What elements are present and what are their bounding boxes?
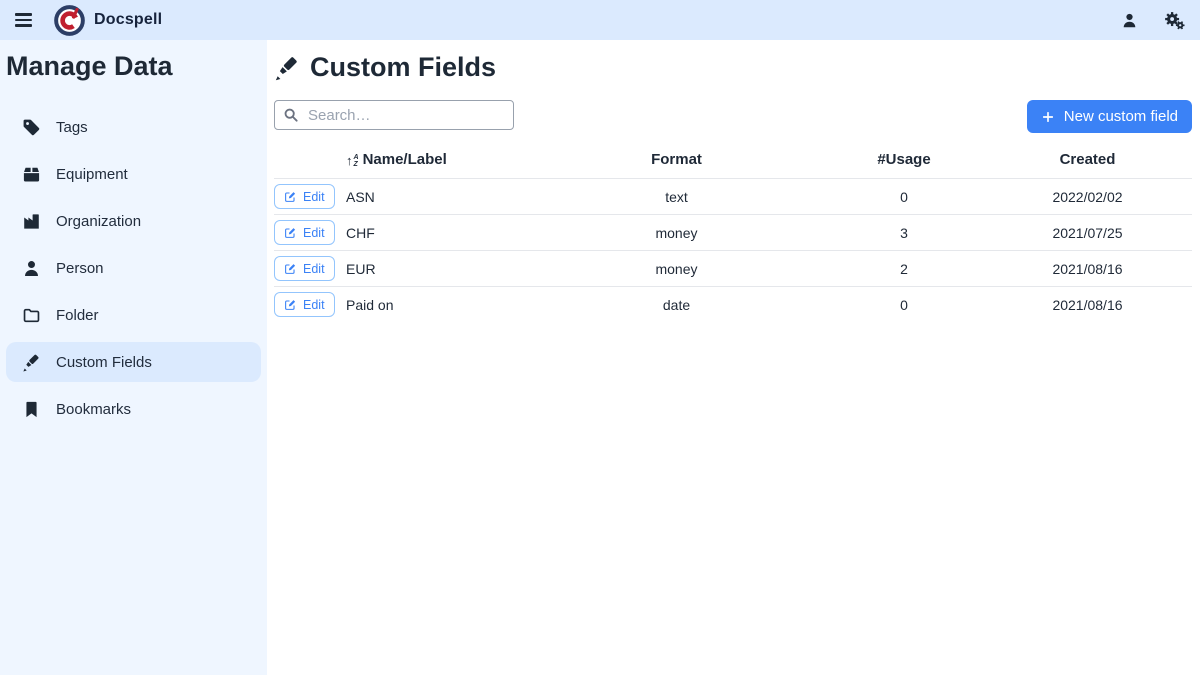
search-icon [283,107,299,123]
name-label-header[interactable]: ↑ A Z Name/Label [346,146,564,179]
main-content: Custom Fields New custom field [267,40,1200,675]
edit-icon [285,192,296,202]
cell-format: date [662,296,691,313]
table-row: Edit CHF money 3 2021/07/25 [274,214,1192,251]
edit-icon [285,264,296,274]
cell-created: 2021/08/16 [1019,250,1192,287]
table-row: Edit EUR money 2 2021/08/16 [274,250,1192,287]
created-header: Created [1019,146,1192,179]
new-custom-field-button[interactable]: New custom field [1026,100,1192,133]
sidebar-item-label: Organization [56,212,142,230]
sidebar-item-organization[interactable]: Organization [6,201,261,241]
table-row: Edit ASN text 0 2022/02/02 [274,178,1192,215]
table-header-row: ↑ A Z Name/Label Format #Usage Created [274,146,1192,179]
brand-name: Docspell [94,11,163,28]
page-title: Custom Fields [274,52,1192,83]
cell-usage: 3 [789,214,1019,251]
edit-button[interactable]: Edit [274,256,335,281]
format-header: Format [564,146,789,179]
sidebar-item-tags[interactable]: Tags [6,107,261,147]
box-icon [22,165,41,184]
docspell-logo-icon [54,4,85,36]
cell-name: CHF [346,214,564,251]
sidebar-item-label: Equipment [56,165,128,183]
top-navbar: Docspell [0,0,1200,40]
highlighter-icon [274,55,300,81]
custom-fields-table: ↑ A Z Name/Label Format #Usage Created [274,146,1192,323]
folder-icon [22,306,41,325]
page-title-text: Custom Fields [310,52,497,82]
edit-button[interactable]: Edit [274,220,335,245]
plus-icon [1042,111,1053,122]
sidebar-item-folder[interactable]: Folder [6,295,261,335]
usage-header: #Usage [789,146,1019,179]
table-row: Edit Paid on date 0 2021/08/16 [274,287,1192,323]
cell-created: 2022/02/02 [1019,178,1192,215]
cell-name: ASN [346,178,564,215]
sidebar-item-label: Bookmarks [56,400,132,418]
sidebar-item-label: Person [56,259,104,277]
sort-alpha-icon: ↑ A Z [346,153,359,168]
edit-icon [285,228,296,238]
cell-usage: 2 [789,250,1019,287]
sidebar-item-label: Tags [56,118,88,136]
edit-icon [285,300,296,311]
menu-icon[interactable] [11,9,36,31]
person-icon [22,259,41,278]
cogs-icon[interactable] [1164,10,1185,31]
bookmark-icon [22,400,41,419]
cell-usage: 0 [789,178,1019,215]
brand-link[interactable]: Docspell [54,4,163,36]
sidebar-item-person[interactable]: Person [6,248,261,288]
sidebar-title: Manage Data [6,51,173,81]
cell-name: Paid on [346,296,394,313]
user-icon[interactable] [1121,12,1138,29]
sidebar: Manage Data Tags [0,40,267,675]
highlighter-icon [22,353,41,372]
tag-icon [22,118,41,137]
cell-created: 2021/07/25 [1019,214,1192,251]
cell-name: EUR [346,250,564,287]
cell-usage: 0 [900,296,908,313]
search-box [274,100,514,130]
factory-icon [22,212,41,231]
cell-format: text [564,178,789,215]
sidebar-item-custom-fields[interactable]: Custom Fields [6,342,261,382]
edit-button[interactable]: Edit [274,292,335,318]
sidebar-item-label: Folder [56,306,99,324]
cell-created: 2021/08/16 [1052,296,1123,313]
cell-format: money [564,214,789,251]
sidebar-item-equipment[interactable]: Equipment [6,154,261,194]
cell-format: money [564,250,789,287]
sidebar-item-label: Custom Fields [56,353,152,371]
edit-column-header [274,146,346,179]
sidebar-item-bookmarks[interactable]: Bookmarks [6,389,261,429]
edit-button[interactable]: Edit [274,184,335,209]
search-input[interactable] [274,100,514,130]
